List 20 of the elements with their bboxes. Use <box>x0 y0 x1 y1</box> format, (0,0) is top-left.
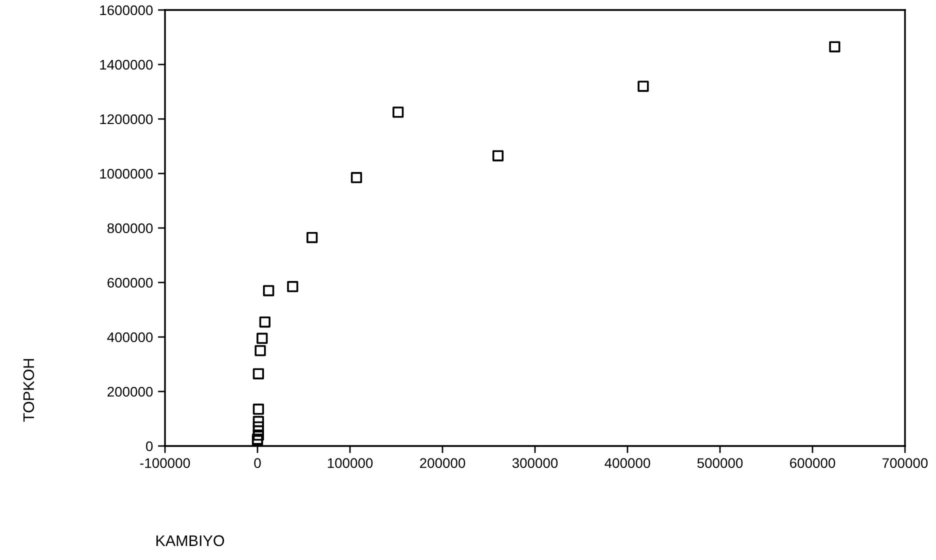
y-axis-title: TOPKOH <box>23 359 34 422</box>
y-tick-label: 400000 <box>107 332 153 342</box>
y-tick-label: 800000 <box>107 223 153 234</box>
y-tick-label: 1000000 <box>100 168 153 179</box>
x-tick-label: 600000 <box>790 458 836 468</box>
x-tick-label: 400000 <box>604 458 650 468</box>
x-tick-label: 700000 <box>882 458 928 468</box>
x-tick-label: 0 <box>254 458 261 468</box>
y-tick-label: 1600000 <box>100 5 153 16</box>
x-tick-label: 500000 <box>697 458 743 468</box>
y-tick-label: 0 <box>146 441 153 452</box>
y-tick-label: 1200000 <box>100 114 153 124</box>
x-tick-label: 100000 <box>328 458 373 468</box>
x-axis-title: KAMBIYO <box>156 535 224 546</box>
x-tick-label: -100000 <box>140 458 190 468</box>
y-tick-label: 1400000 <box>100 60 153 70</box>
y-tick-label: 200000 <box>108 386 153 397</box>
y-tick-label: 600000 <box>108 278 153 288</box>
x-tick-label: 300000 <box>512 458 558 468</box>
x-tick-label: 200000 <box>420 458 466 468</box>
